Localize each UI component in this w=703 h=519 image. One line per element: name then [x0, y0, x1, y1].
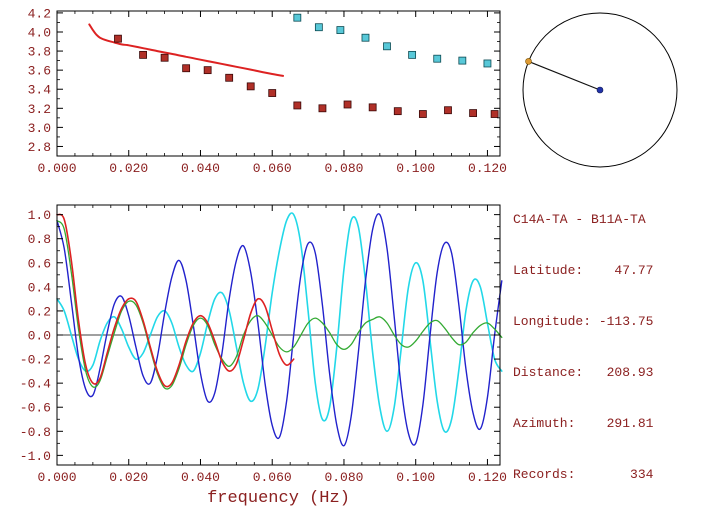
- station-pair-title: C14A-TA - B11A-TA: [513, 212, 646, 227]
- correlation-plot: 0.000 0.020 0.040 0.060 0.080 0.100 0.120 -1.0 -…: [20, 204, 507, 508]
- station-info-block: C14A-TA - B11A-TA Latitude: 47.77 Longit…: [513, 177, 653, 517]
- x-tick-label: 0.040: [181, 161, 220, 176]
- group-velocity-picks: [114, 34, 499, 118]
- x-tick-label: 0.040: [181, 470, 220, 485]
- dispersion-plot: 0.000 0.020 0.040 0.060 0.080 0.100 0.120 2.8 3.…: [28, 6, 507, 176]
- azimuth-line: [528, 60, 601, 91]
- x-tick-label: 0.000: [37, 161, 76, 176]
- y-tick-label: 0.6: [28, 256, 51, 271]
- x-tick-label: 0.060: [253, 470, 292, 485]
- y-tick-label: 3.2: [28, 102, 51, 117]
- info-line-distance: Distance: 208.93: [513, 365, 654, 380]
- y-tick-label: -1.0: [20, 449, 51, 464]
- dispersion-curve: [88, 23, 284, 77]
- y-tick-label: 0.2: [28, 304, 51, 319]
- info-line-azimuth: Azimuth: 291.81: [513, 416, 654, 431]
- x-tick-label: 0.000: [37, 470, 76, 485]
- plot-frame: [56, 10, 501, 157]
- y-tick-label: 0.0: [28, 329, 51, 344]
- x-tick-label: 0.080: [324, 470, 363, 485]
- x-tick-label: 0.060: [253, 161, 292, 176]
- waveform-red: [56, 213, 295, 388]
- station-dot-remote: [525, 58, 532, 65]
- y-tick-label: -0.8: [20, 425, 51, 440]
- y-tick-label: 4.2: [28, 6, 51, 21]
- x-tick-label: 0.120: [468, 161, 507, 176]
- y-tick-label: 1.0: [28, 208, 51, 223]
- waveform-blue: [56, 213, 503, 447]
- x-tick-label: 0.080: [324, 161, 363, 176]
- info-line-latitude: Latitude: 47.77: [513, 263, 654, 278]
- y-tick-label: 2.8: [28, 140, 51, 155]
- info-line-longitude: Longitude: -113.75: [513, 314, 654, 329]
- y-tick-label: 0.8: [28, 232, 51, 247]
- waveform-cyan: [56, 212, 503, 433]
- y-tick-label: 3.4: [28, 83, 52, 98]
- y-tick-label: 3.8: [28, 45, 51, 60]
- x-tick-label: 0.020: [109, 161, 148, 176]
- y-tick-label: -0.4: [20, 377, 51, 392]
- x-tick-label: 0.100: [396, 161, 435, 176]
- waveform-green: [56, 219, 503, 390]
- y-tick-label: 0.4: [28, 280, 52, 295]
- y-tick-label: 4.0: [28, 25, 51, 40]
- x-tick-label: 0.100: [396, 470, 435, 485]
- x-axis-title: frequency (Hz): [207, 489, 350, 508]
- y-tick-label: -0.2: [20, 353, 51, 368]
- y-tick-label: 3.6: [28, 64, 51, 79]
- station-dot-center: [596, 86, 604, 94]
- y-tick-label: 3.0: [28, 121, 51, 136]
- y-tick-label: -0.6: [20, 401, 51, 416]
- x-tick-label: 0.120: [468, 470, 507, 485]
- azimuth-compass: [522, 12, 678, 168]
- phase-velocity-picks: [293, 13, 492, 68]
- x-tick-label: 0.020: [109, 470, 148, 485]
- info-line-records: Records: 334: [513, 467, 654, 482]
- compass-circle: [522, 12, 678, 168]
